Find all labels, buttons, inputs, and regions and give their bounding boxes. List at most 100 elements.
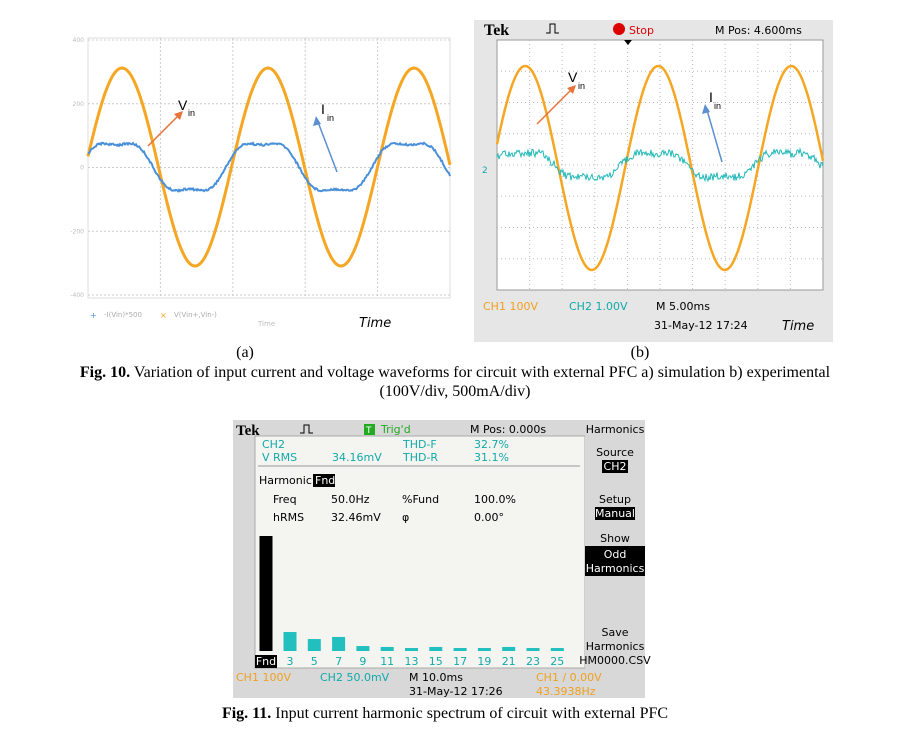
arrow — [147, 113, 181, 147]
ch2-scale: CH2 50.0mV — [320, 671, 390, 684]
ch2-scale: CH2 1.00V — [569, 300, 628, 313]
x-tick-label: 3 — [287, 655, 294, 668]
bar — [283, 632, 297, 651]
current-trace — [496, 147, 824, 183]
timebase: M 10.0ms — [409, 671, 463, 684]
x-tick-label: Fnd — [256, 655, 276, 668]
menu-label: Show — [600, 532, 630, 545]
axis-label: Time — [359, 316, 391, 331]
bar — [380, 646, 394, 651]
menu-label: Setup — [599, 493, 631, 506]
fund: 100.0% — [474, 493, 516, 506]
x-tick-label: 5 — [311, 655, 318, 668]
iin-sub: in — [327, 113, 334, 123]
y-tick-label: -400 — [70, 292, 84, 299]
vrms-label: V RMS — [262, 451, 297, 464]
vin-label: V — [568, 69, 578, 85]
bar — [332, 636, 346, 651]
bar — [502, 646, 516, 651]
trigger-pos — [624, 40, 632, 45]
arrowhead — [174, 111, 183, 120]
trigger: CH1 ∕ 0.00V — [536, 671, 602, 684]
caption-label: Fig. 11. — [222, 705, 271, 722]
arrow — [317, 121, 338, 173]
stop-icon — [613, 23, 625, 35]
thdf-label: THD-F — [402, 438, 437, 451]
scope-screen — [254, 435, 586, 669]
x-tick-label: 17 — [453, 655, 467, 668]
arrow — [536, 87, 574, 125]
harmonic-label: Harmonic — [259, 474, 312, 487]
menu-label: Save — [601, 626, 628, 639]
current-trace — [87, 141, 451, 193]
status-box — [364, 424, 375, 435]
menu-box — [585, 546, 645, 576]
brand: Tek — [484, 22, 509, 39]
x-tick-label: 23 — [526, 655, 540, 668]
freq: 50.0Hz — [331, 493, 370, 506]
ch1-scale: CH1 100V — [236, 671, 291, 684]
status-icon: T — [365, 426, 372, 436]
thdr-label: THD-R — [402, 451, 438, 464]
thdf: 32.7% — [474, 438, 509, 451]
axis-label: Time — [257, 320, 275, 328]
vin-label: V — [178, 97, 188, 113]
hrms: 32.46mV — [331, 511, 381, 524]
bar — [307, 639, 321, 651]
status: Stop — [629, 24, 654, 37]
menu-title: Harmonics — [586, 423, 645, 436]
legend-item: V(Vin+,Vin-) — [174, 311, 217, 319]
x-tick-label: 21 — [502, 655, 516, 668]
thdr: 31.1% — [474, 451, 509, 464]
bar — [405, 648, 418, 651]
date: 31-May-12 17:26 — [409, 685, 503, 698]
label-box — [255, 655, 277, 668]
arrow — [706, 109, 723, 163]
menu-value: Harmonics — [586, 562, 645, 575]
legend-marker: × — [160, 311, 167, 320]
x-tick-label: 19 — [477, 655, 491, 668]
status: Trig'd — [380, 423, 411, 436]
arrowhead — [702, 104, 710, 114]
iin-label: I — [709, 89, 713, 105]
panel-label: (a) — [236, 344, 254, 361]
y-tick-label: -200 — [70, 228, 84, 235]
voltage-trace — [495, 64, 825, 272]
x-tick-label: 9 — [359, 655, 366, 668]
brand: Tek — [236, 423, 260, 439]
date: 31-May-12 17:24 — [654, 319, 748, 332]
freq-label: Freq — [273, 493, 297, 506]
x-tick-label: 7 — [335, 655, 342, 668]
phi-label: φ — [402, 511, 409, 524]
menu-box — [602, 460, 628, 473]
trigger-freq: 43.3938Hz — [536, 685, 596, 698]
caption-text: Variation of input current and voltage w… — [134, 364, 831, 381]
y-tick-label: 0 — [80, 165, 84, 172]
x-tick-label: 11 — [380, 655, 394, 668]
bar — [453, 648, 467, 651]
bar — [259, 536, 273, 651]
vin-sub: in — [188, 108, 195, 118]
m-pos: M Pos: 0.000s — [470, 423, 546, 436]
vin-sub: in — [578, 81, 585, 91]
caption: Fig. 10. Variation of input current and … — [80, 364, 831, 381]
vrms: 34.16mV — [332, 451, 382, 464]
y-tick-label: 400 — [73, 37, 85, 44]
channel: CH2 — [262, 438, 285, 451]
x-tick-label: 13 — [405, 655, 419, 668]
arrowhead — [567, 85, 576, 94]
trigger-icon — [300, 424, 313, 434]
channel-marker: 2 — [482, 166, 488, 176]
menu-value: CH2 — [604, 460, 627, 473]
menu-label: Harmonics — [586, 640, 645, 653]
axis-label: Time — [782, 319, 814, 334]
ch1-scale: CH1 100V — [483, 300, 538, 313]
bar — [477, 648, 491, 651]
caption-text: Input current harmonic spectrum of circu… — [275, 705, 668, 722]
caption-label: Fig. 10. — [80, 364, 130, 381]
panel-label: (b) — [631, 344, 650, 361]
legend-item: -I(Vin)*500 — [104, 311, 142, 319]
x-tick-label: 25 — [550, 655, 564, 668]
phi: 0.00° — [474, 511, 504, 524]
